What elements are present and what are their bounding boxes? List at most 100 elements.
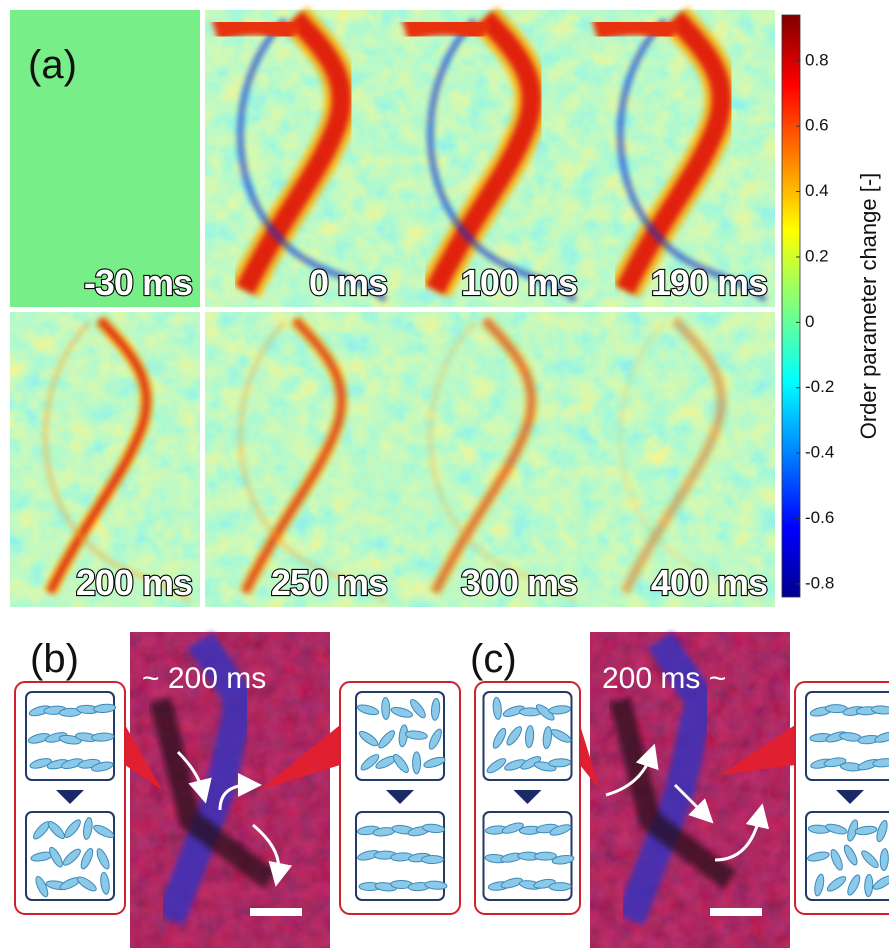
dark-band	[609, 697, 737, 889]
molecule	[830, 849, 843, 871]
molecule	[486, 758, 507, 774]
molecule	[29, 758, 52, 769]
streak	[241, 317, 345, 594]
blue-band	[155, 631, 257, 926]
molecule	[502, 705, 525, 718]
frame: 400 ms	[585, 312, 775, 607]
frame: 100 ms	[395, 6, 585, 307]
callout	[720, 725, 795, 775]
molecule	[826, 876, 847, 892]
molecule	[525, 725, 535, 749]
streak	[428, 320, 577, 604]
molecule	[431, 697, 441, 721]
tick-label: 0.2	[805, 246, 829, 265]
molecule	[492, 727, 507, 749]
molecule	[548, 882, 572, 892]
molecule	[378, 730, 396, 749]
molecule	[500, 877, 523, 889]
tick-label: -0.2	[805, 377, 834, 396]
tick-label: -0.4	[805, 443, 834, 462]
molecule	[420, 854, 444, 864]
arrow	[714, 803, 770, 862]
panel: (b) ~ 200 ms	[14, 631, 461, 948]
molecule	[876, 820, 888, 843]
tick-label: 0.6	[805, 116, 829, 135]
time-label: ~ 200 ms	[142, 662, 266, 695]
molecule	[872, 875, 889, 890]
panels-bc: (b) ~ 200 ms (c) 200 ms ~	[14, 631, 889, 948]
molecule	[390, 706, 413, 718]
molecule	[879, 848, 889, 872]
arrow	[176, 750, 212, 804]
molecule	[506, 726, 522, 746]
molecule	[64, 819, 81, 838]
streak	[431, 317, 535, 594]
frame-label: 400 ms	[651, 562, 767, 603]
molecule	[409, 699, 426, 719]
streak	[238, 320, 387, 604]
down-arrow	[513, 790, 542, 804]
streak	[618, 320, 767, 604]
molecule	[871, 705, 889, 715]
molecule	[91, 732, 115, 742]
molecule	[814, 873, 825, 897]
streak	[43, 320, 192, 604]
frame-label: 100 ms	[461, 262, 577, 303]
frame: 250 ms	[205, 312, 395, 607]
frame: 200 ms	[10, 312, 200, 607]
streak	[46, 317, 150, 594]
molecule	[864, 874, 874, 898]
molecule	[35, 876, 49, 898]
molecule	[549, 824, 572, 836]
blue-band	[615, 631, 717, 926]
scale-bar	[710, 908, 762, 916]
molecule	[542, 726, 552, 750]
streak	[621, 317, 725, 594]
tick-label: 0.4	[805, 181, 829, 200]
panel-label: (b)	[30, 637, 79, 681]
frame-label: -30 ms	[84, 262, 192, 303]
frame-label: 200 ms	[76, 562, 192, 603]
streak	[591, 11, 682, 46]
molecule	[100, 871, 110, 895]
molecule	[874, 731, 889, 743]
molecule	[428, 728, 442, 750]
frame-label: 0 ms	[309, 262, 387, 303]
molecule	[360, 754, 380, 771]
molecule	[825, 823, 848, 835]
molecule	[548, 758, 572, 768]
tick-label: 0	[805, 312, 814, 331]
molecule	[96, 848, 110, 870]
molecule	[356, 704, 380, 716]
streak	[237, 17, 388, 303]
molecule	[520, 756, 542, 770]
molecule	[847, 874, 861, 896]
molecule	[421, 823, 445, 834]
molecule	[83, 817, 93, 840]
molecule	[93, 824, 115, 838]
arrow	[218, 773, 262, 811]
panel-a: -30 ms 0 ms 100 ms 190 ms 200 ms 250 ms 300 ms…	[10, 6, 775, 607]
frame-label: 250 ms	[271, 562, 387, 603]
molecule	[93, 703, 117, 713]
time-label: 200 ms ~	[602, 662, 726, 695]
streak	[211, 11, 302, 46]
molecule	[404, 730, 428, 740]
frame-label: 190 ms	[651, 262, 767, 303]
panel-label: (a)	[28, 43, 77, 87]
molecule	[872, 758, 889, 768]
arrow	[673, 783, 714, 824]
molecule	[533, 851, 557, 861]
molecule	[58, 734, 82, 745]
frame: 300 ms	[395, 312, 585, 607]
tick-label: -0.6	[805, 508, 834, 527]
molecule	[501, 822, 524, 834]
molecule	[45, 732, 68, 743]
panel-label: (c)	[470, 637, 517, 681]
molecule	[423, 756, 446, 768]
arrow	[605, 743, 659, 797]
arrow	[252, 823, 293, 887]
molecule	[381, 696, 391, 720]
colorbar-ticks: 0.8 0.6 0.4 0.2 0 -0.2 -0.4 -0.6 -0.8	[796, 50, 834, 592]
